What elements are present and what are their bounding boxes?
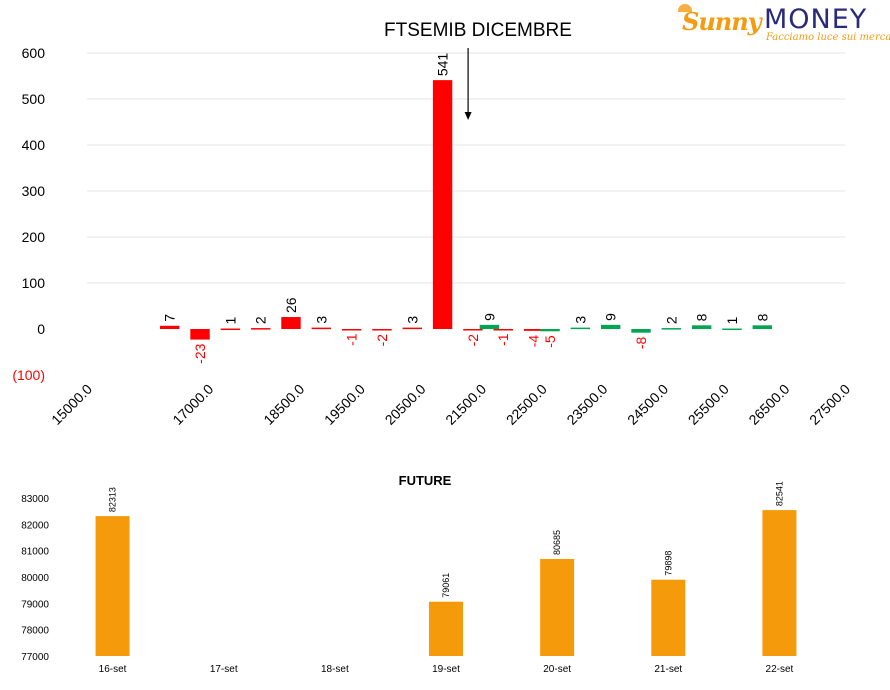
x-tick-label: 17-set (210, 664, 238, 675)
data-label: 541 (435, 53, 451, 77)
data-label: 2 (663, 316, 679, 324)
data-label: 79061 (441, 573, 451, 598)
x-tick-label: 22-set (766, 664, 794, 675)
annotation-arrowhead (464, 112, 472, 120)
y-tick-label: 0 (37, 321, 45, 337)
x-tick-label: 23500.0 (563, 381, 610, 428)
data-label: 3 (313, 316, 329, 324)
x-tick-label: 19-set (432, 664, 460, 675)
x-tick-label: 17000.0 (169, 381, 216, 428)
x-tick-label: 20500.0 (382, 381, 429, 428)
x-tick-label: 25500.0 (685, 381, 732, 428)
data-label: -5 (542, 335, 558, 348)
y-tick-label: 80000 (21, 573, 49, 584)
x-tick-label: 15000.0 (48, 381, 95, 428)
bar (463, 329, 483, 331)
bar (570, 327, 591, 330)
x-tick-label: 22500.0 (503, 381, 550, 428)
chart-title: FUTURE (399, 473, 452, 488)
data-label: -2 (465, 334, 481, 347)
bar (250, 328, 271, 330)
y-tick-label: 83000 (21, 494, 49, 505)
y-tick-label: 100 (22, 275, 46, 291)
bar (631, 329, 651, 333)
y-tick-label: 600 (22, 45, 46, 61)
bar (722, 328, 742, 331)
logo-sunny-text: Sunny (682, 7, 762, 36)
x-tick-label: 20-set (543, 664, 571, 675)
x-tick-label: 19500.0 (321, 381, 368, 428)
bar (190, 329, 210, 340)
x-tick-label: 16-set (99, 664, 127, 675)
y-tick-label: 78000 (21, 626, 49, 637)
bar (651, 579, 686, 656)
bar (691, 325, 712, 329)
x-tick-label: 21500.0 (442, 381, 489, 428)
y-tick-label: 300 (22, 183, 46, 199)
sunny-money-logo: Sunny MONEY Facciamo luce sui mercati (678, 4, 890, 44)
chart-title: FTSEMIB DICEMBRE (384, 20, 572, 41)
bar (479, 324, 500, 329)
data-label: 82541 (774, 481, 784, 506)
y-tick-label: (100) (12, 367, 45, 383)
bar (160, 325, 180, 329)
x-tick-label: 27500.0 (806, 381, 853, 428)
y-tick-label: 200 (22, 229, 46, 245)
logo-tagline: Facciamo luce sui mercati (766, 32, 890, 43)
data-label: 1 (724, 317, 740, 325)
bar (95, 516, 130, 656)
data-label: -2 (374, 334, 390, 347)
bar (523, 329, 544, 331)
y-tick-label: 81000 (21, 547, 49, 558)
data-label: 80685 (552, 530, 562, 555)
bar (540, 329, 560, 332)
y-tick-label: 500 (22, 91, 46, 107)
bar (752, 325, 772, 329)
sun-icon (678, 4, 692, 12)
future-chart: FUTURE 77000 78000 79000 80000 81000 82000 8300… (21, 473, 797, 675)
bar (493, 329, 513, 331)
y-tick-label: 77000 (21, 652, 49, 663)
data-label: 9 (603, 313, 619, 321)
bar (281, 317, 301, 329)
data-label: -23 (192, 343, 208, 363)
bar (540, 558, 575, 656)
bar (402, 327, 422, 330)
data-label: 3 (572, 316, 588, 324)
bar (429, 601, 463, 656)
data-label: 7 (162, 314, 178, 322)
bar (600, 324, 621, 329)
bar (220, 328, 241, 331)
x-tick-label: 26500.0 (745, 381, 792, 428)
y-tick-label: 79000 (21, 599, 49, 610)
data-label: 8 (754, 313, 770, 321)
bar (311, 327, 332, 330)
data-label: 79898 (663, 551, 673, 576)
data-label: 9 (481, 313, 497, 321)
y-tick-label: 82000 (21, 520, 49, 531)
data-label: 8 (694, 313, 710, 321)
data-label: 2 (253, 316, 269, 324)
x-tick-label: 18-set (321, 664, 349, 675)
x-tick-label: 21-set (654, 664, 682, 675)
data-label: 26 (283, 297, 299, 313)
data-label: -8 (633, 336, 649, 349)
data-label: 1 (222, 317, 238, 325)
bar (372, 329, 392, 331)
bar (762, 510, 797, 656)
data-label: -1 (344, 333, 360, 346)
data-label: -4 (526, 335, 542, 348)
logo-money-text: MONEY (764, 4, 868, 35)
data-label: -1 (495, 333, 511, 346)
bar (432, 80, 453, 329)
bar (661, 328, 682, 330)
data-label: 3 (404, 316, 420, 324)
data-label: 82313 (108, 487, 118, 512)
x-tick-label: 18500.0 (260, 381, 307, 428)
bar (341, 329, 362, 331)
y-tick-label: 400 (22, 137, 46, 153)
x-tick-label: 24500.0 (624, 381, 671, 428)
